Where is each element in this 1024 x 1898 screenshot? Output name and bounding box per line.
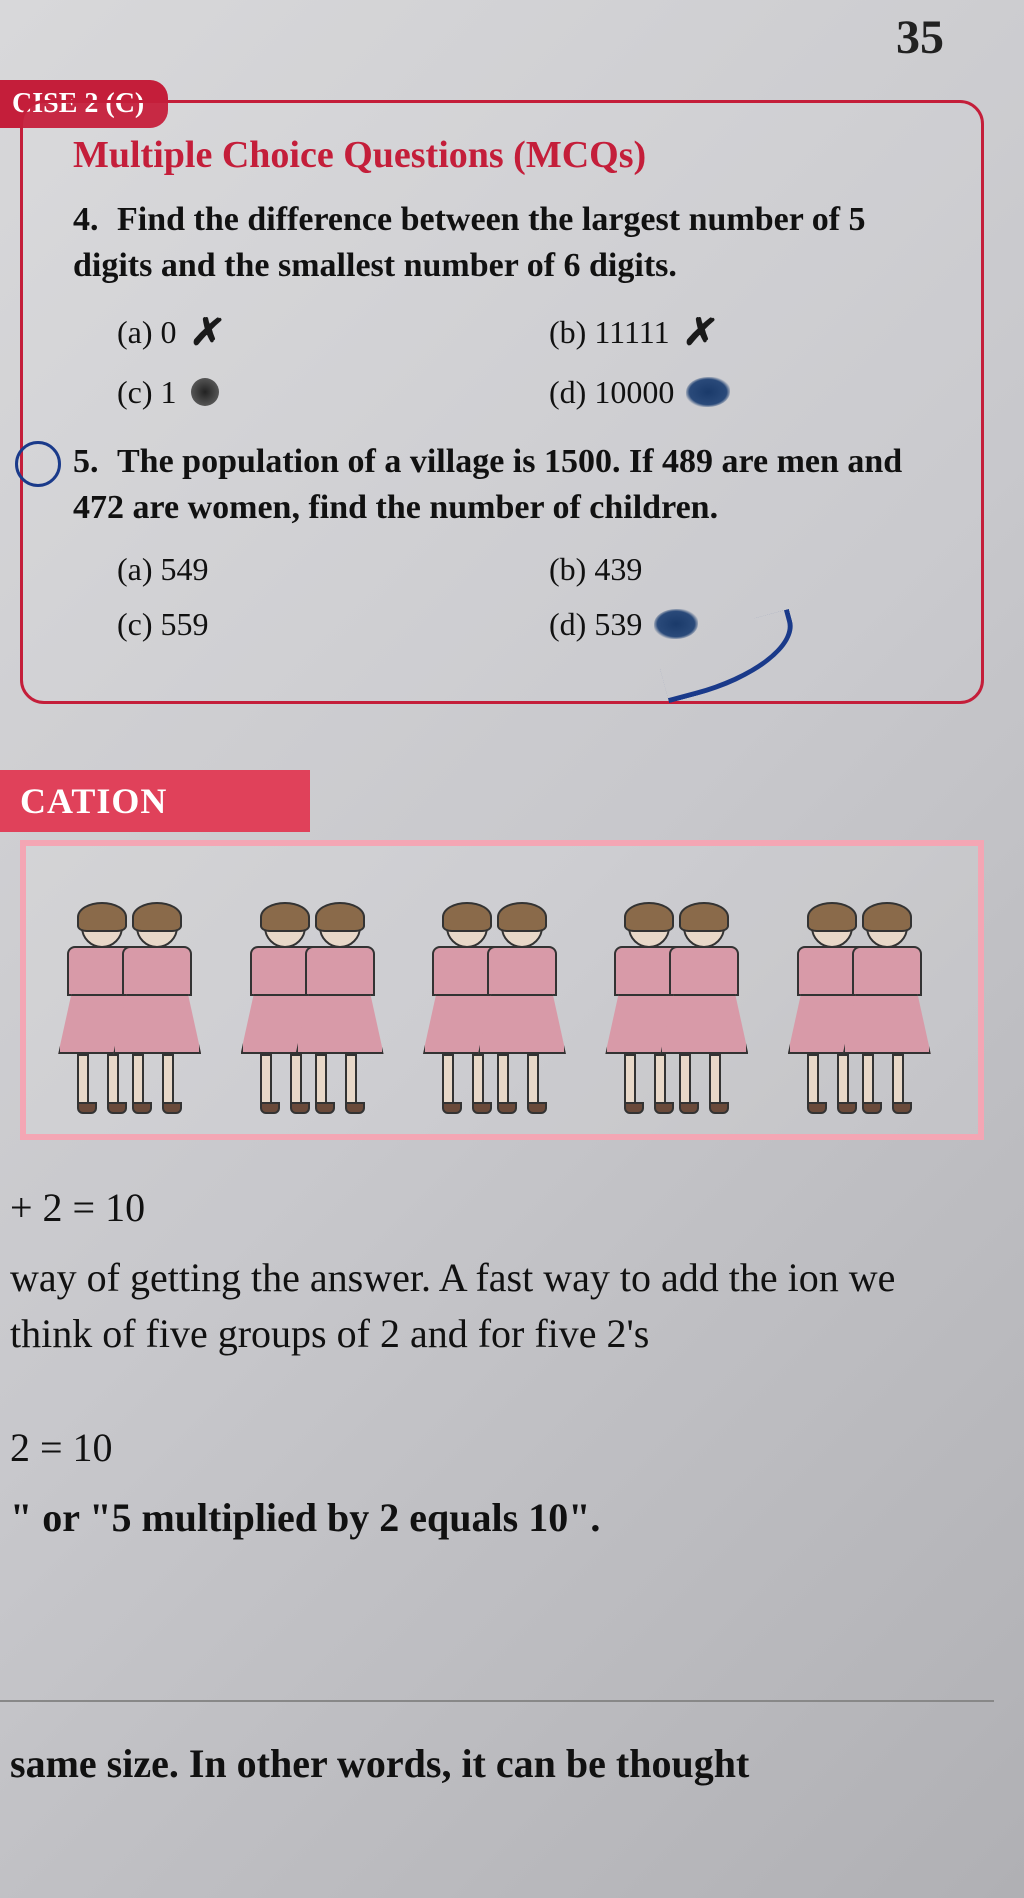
- mcq-container: Multiple Choice Questions (MCQs) 4.Find …: [20, 100, 984, 704]
- para2-quote: "5 multiplied by 2 equals 10".: [89, 1495, 600, 1540]
- para2-prefix: " or: [10, 1495, 89, 1540]
- q5-text: The population of a village is 1500. If …: [73, 443, 902, 526]
- illustration-box: [20, 840, 984, 1140]
- girl-pair-3: [422, 874, 582, 1114]
- footer-text: same size. In other words, it can be tho…: [10, 1740, 984, 1787]
- q5-opt-a[interactable]: (a) 549: [117, 551, 509, 588]
- q4-opt-b[interactable]: (b) 11111✗: [549, 309, 941, 356]
- q4-opt-a[interactable]: (a) 0✗: [117, 309, 509, 356]
- q4-number: 4.: [73, 197, 117, 243]
- scribble-mark-icon: [686, 377, 730, 407]
- cross-mark-icon: ✗: [187, 307, 227, 358]
- page-number: 35: [896, 10, 944, 65]
- q4-text: Find the difference between the largest …: [73, 201, 866, 284]
- girl-pair-2: [240, 874, 400, 1114]
- divider: [0, 1700, 994, 1702]
- q5-number: 5.: [73, 439, 117, 485]
- paragraph-2: " or "5 multiplied by 2 equals 10".: [10, 1490, 984, 1546]
- equation-2: 2 = 10: [10, 1420, 984, 1476]
- question-5: 5.The population of a village is 1500. I…: [73, 439, 941, 531]
- q5-opt-c[interactable]: (c) 559: [117, 606, 509, 643]
- girl-pair-1: [57, 874, 217, 1114]
- girl-pair-4: [604, 874, 764, 1114]
- circle-annotation-icon: [15, 441, 61, 487]
- cation-label: CATION: [0, 770, 310, 832]
- equation-1: + 2 = 10: [10, 1180, 984, 1236]
- q5-options: (a) 549 (b) 439 (c) 559 (d) 539: [73, 551, 941, 643]
- mcq-heading: Multiple Choice Questions (MCQs): [73, 133, 941, 177]
- q4-opt-d[interactable]: (d) 10000: [549, 374, 941, 411]
- q5-opt-b[interactable]: (b) 439: [549, 551, 941, 588]
- cross-mark-icon: ✗: [680, 307, 720, 358]
- q5-opt-d[interactable]: (d) 539: [549, 606, 941, 643]
- girl-pair-5: [787, 874, 947, 1114]
- question-4: 4.Find the difference between the larges…: [73, 197, 941, 289]
- paragraph-1: way of getting the answer. A fast way to…: [10, 1250, 984, 1362]
- q4-opt-c[interactable]: (c) 1: [117, 374, 509, 411]
- dot-mark-icon: [191, 378, 219, 406]
- q4-options: (a) 0✗ (b) 11111✗ (c) 1 (d) 10000: [73, 309, 941, 411]
